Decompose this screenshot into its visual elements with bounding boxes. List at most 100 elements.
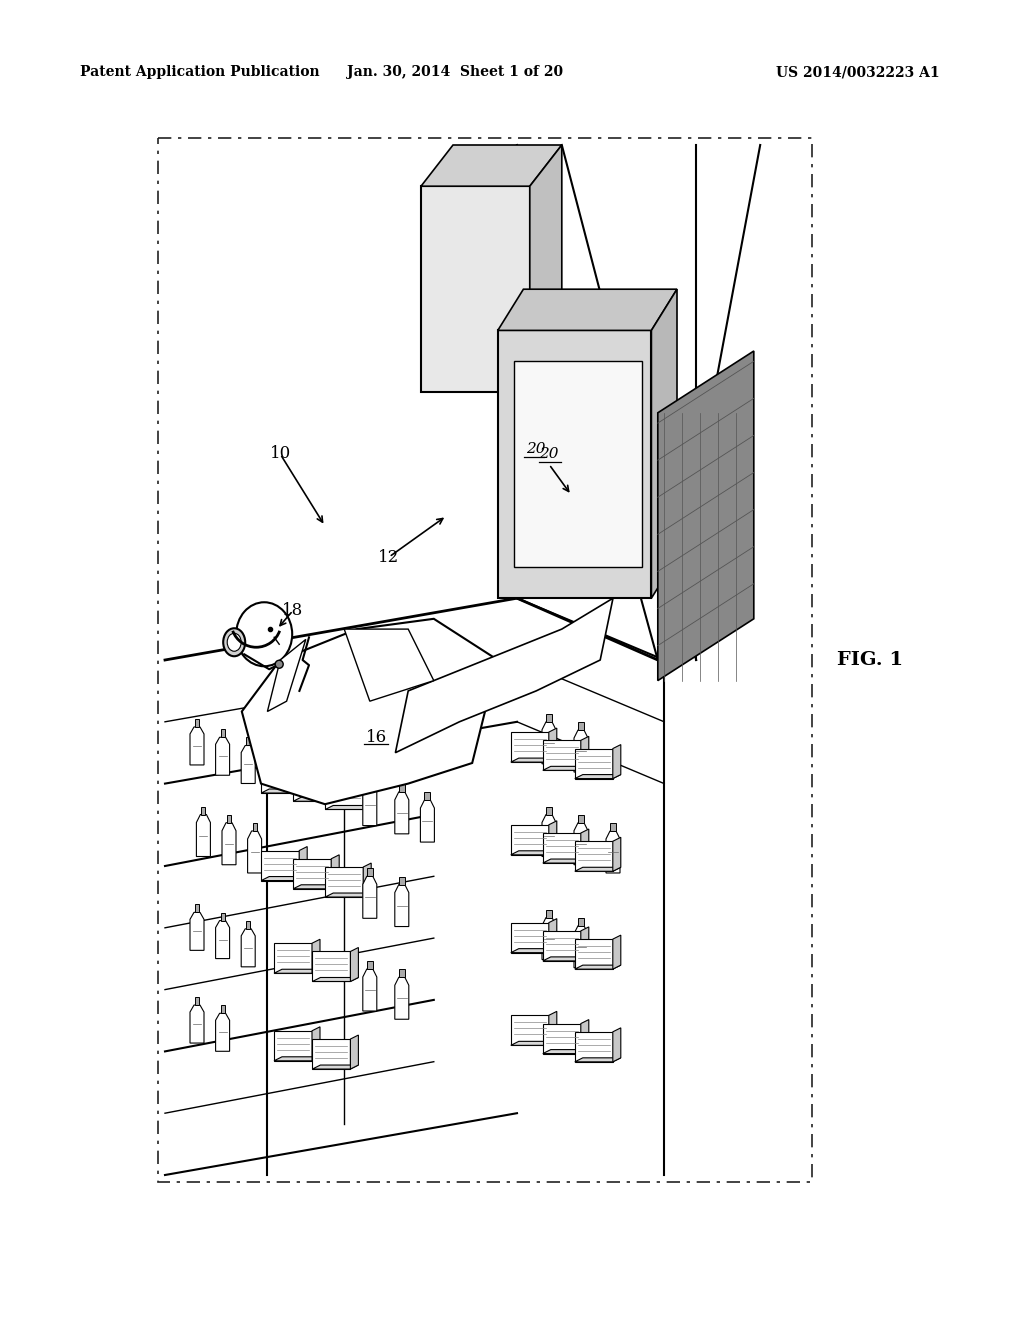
Text: 20: 20 [526,442,546,455]
Polygon shape [274,969,319,973]
Polygon shape [549,1011,557,1045]
Polygon shape [574,925,588,968]
Polygon shape [543,1023,581,1053]
Polygon shape [421,800,434,842]
Polygon shape [543,767,589,771]
Polygon shape [220,1006,224,1014]
Polygon shape [216,738,229,775]
Polygon shape [312,952,350,982]
Bar [158,139,812,1181]
Polygon shape [421,186,529,392]
Polygon shape [195,904,199,912]
Polygon shape [190,912,204,950]
Polygon shape [253,822,257,832]
Polygon shape [549,729,557,762]
Polygon shape [267,639,306,711]
Polygon shape [542,814,556,857]
Polygon shape [574,748,612,779]
Polygon shape [367,961,373,969]
Polygon shape [326,780,364,809]
Polygon shape [364,775,372,809]
Polygon shape [574,1057,621,1061]
Polygon shape [299,846,307,880]
Polygon shape [367,776,373,784]
Polygon shape [293,797,339,801]
Polygon shape [398,969,404,977]
Polygon shape [220,729,224,738]
Polygon shape [293,771,331,801]
Polygon shape [657,351,754,681]
Circle shape [275,660,284,668]
Polygon shape [606,832,620,873]
Polygon shape [274,1031,312,1061]
Ellipse shape [238,632,247,647]
Polygon shape [398,876,404,884]
Text: FIG. 1: FIG. 1 [837,651,903,669]
Polygon shape [274,1057,319,1061]
Text: 12: 12 [379,549,399,565]
Polygon shape [543,741,581,771]
Polygon shape [222,822,236,865]
Polygon shape [312,1027,319,1061]
Polygon shape [511,825,549,855]
Polygon shape [248,832,261,873]
Polygon shape [242,619,498,804]
Polygon shape [543,931,581,961]
Polygon shape [220,912,224,920]
Polygon shape [398,784,404,792]
Polygon shape [574,730,588,772]
Polygon shape [299,759,307,793]
Polygon shape [511,949,557,953]
Polygon shape [574,1032,612,1061]
Polygon shape [261,789,307,793]
Polygon shape [312,1039,350,1069]
Polygon shape [197,814,210,857]
Ellipse shape [223,628,245,656]
Polygon shape [514,362,642,568]
Polygon shape [574,867,621,871]
Polygon shape [202,807,206,814]
Polygon shape [350,948,358,982]
Polygon shape [542,917,556,960]
Polygon shape [574,939,612,969]
Polygon shape [312,1065,358,1069]
Polygon shape [227,814,231,822]
Polygon shape [421,145,562,186]
Polygon shape [312,978,358,982]
Polygon shape [261,763,299,793]
Polygon shape [246,921,250,929]
Polygon shape [542,722,556,764]
Polygon shape [549,821,557,855]
Text: 20: 20 [540,447,559,461]
Polygon shape [581,927,589,961]
Polygon shape [511,851,557,855]
Polygon shape [578,917,584,925]
Polygon shape [326,867,364,898]
Polygon shape [395,792,409,834]
Polygon shape [326,805,372,809]
Polygon shape [511,733,549,762]
Text: Jan. 30, 2014  Sheet 1 of 20: Jan. 30, 2014 Sheet 1 of 20 [347,65,563,79]
Polygon shape [610,822,616,832]
Polygon shape [574,841,612,871]
Polygon shape [529,145,562,392]
Text: 18: 18 [283,602,304,619]
Polygon shape [362,876,377,919]
Polygon shape [651,289,677,598]
Polygon shape [543,859,589,863]
Polygon shape [216,920,229,958]
Polygon shape [511,758,557,762]
Polygon shape [578,722,584,730]
Polygon shape [546,909,552,917]
Ellipse shape [237,602,292,667]
Text: US 2014/0032223 A1: US 2014/0032223 A1 [776,65,940,79]
Polygon shape [612,744,621,779]
Polygon shape [498,289,677,330]
Polygon shape [581,1019,589,1053]
Polygon shape [195,719,199,727]
Polygon shape [293,859,331,888]
Polygon shape [261,850,299,880]
Polygon shape [546,807,552,814]
Polygon shape [261,876,307,880]
Polygon shape [274,944,312,973]
